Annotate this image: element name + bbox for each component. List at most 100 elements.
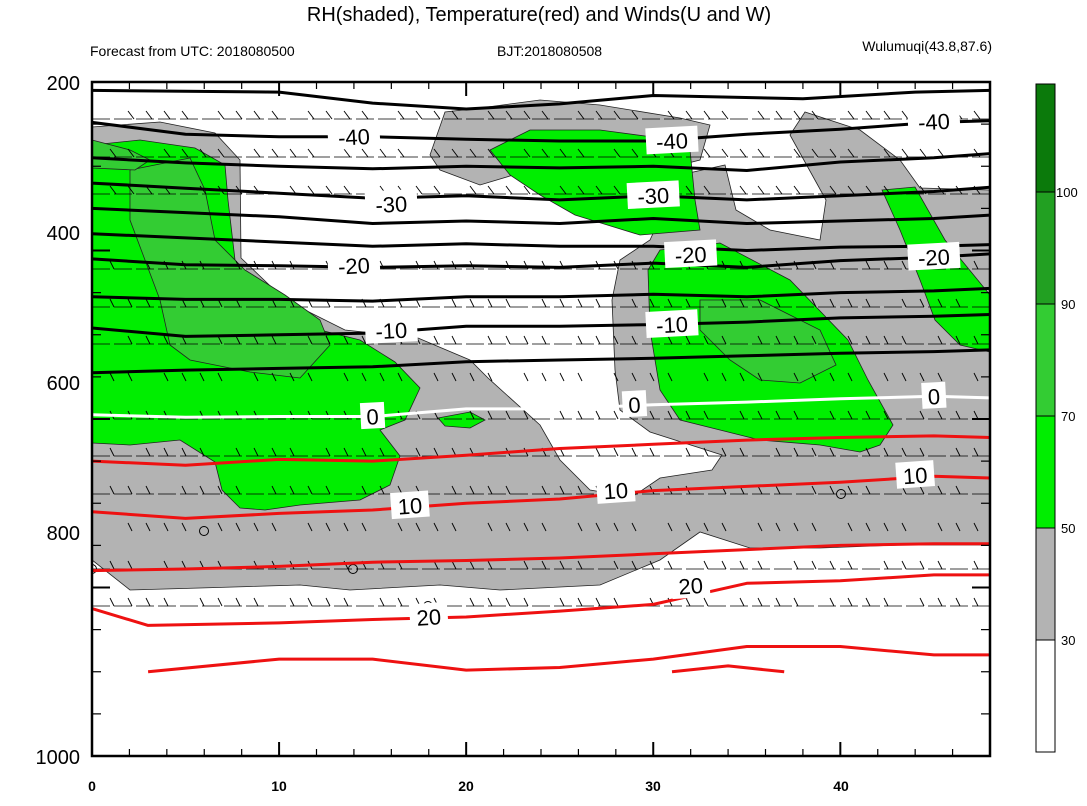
wind-barb [811,447,817,457]
isotherm-label: -40 [327,121,381,151]
wind-barb [307,372,313,382]
wind-barb [397,148,405,158]
wind-barb [541,298,547,308]
wind-barb [343,447,349,457]
isotherm-line [92,206,990,225]
wind-barb [649,447,655,457]
wind-barb [289,148,297,158]
wind-barb [595,335,601,345]
wind-barb [397,597,403,607]
wind-barb [775,335,781,345]
wind-barb [865,522,871,532]
wind-barb [235,447,241,457]
wind-barb [901,560,907,570]
wind-barb [487,372,493,382]
colorbar-label: 90 [1061,297,1075,312]
isotherm-label: -40 [907,106,961,135]
isotherm-label-text: -20 [917,244,950,271]
wind-barb [937,410,943,420]
wind-barb [703,335,709,345]
wind-barb [469,560,475,570]
wind-barb [703,372,709,382]
wind-barb [829,410,835,420]
wind-barb [721,110,729,120]
wind-barb [955,522,961,532]
wind-barb [271,485,277,495]
isotherm-line [92,88,990,111]
wind-barb [523,185,531,195]
isotherm-label: -20 [327,250,381,280]
isotherm-label: -30 [626,180,680,210]
wind-barb [361,335,367,345]
wind-barb [217,485,223,495]
wind-barb [703,560,709,570]
wind-barb [595,110,603,120]
wind-barb [127,522,133,532]
isotherm-label: 10 [390,490,430,520]
wind-barb [451,148,459,158]
wind-barb [433,110,441,120]
wind-barb [613,110,621,120]
wind-barb [919,560,925,570]
wind-barb [865,485,871,495]
isotherm-label: 10 [595,475,636,504]
wind-barb [433,372,439,382]
wind-barb [919,597,925,607]
colorbar-label: 30 [1061,633,1075,648]
wind-barb [793,148,801,158]
wind-barb [739,560,745,570]
wind-barb [289,485,295,495]
wind-barb [253,110,261,120]
wind-barb [721,148,729,158]
wind-barb [559,410,565,420]
wind-barb [739,372,745,382]
wind-barb [973,522,979,532]
wind-barb [721,560,727,570]
wind-barb [469,185,477,195]
wind-barb [883,447,889,457]
wind-barb [163,560,169,570]
wind-barb [415,447,421,457]
wind-barb [901,447,907,457]
wind-barb [325,597,331,607]
wind-barb [523,597,529,607]
wind-barb [973,560,979,570]
wind-barb [343,185,351,195]
wind-barb [487,185,495,195]
wind-barb [631,560,637,570]
x-tick-label: 0 [88,778,96,794]
wind-barb [127,372,133,382]
wind-barb [847,110,855,120]
wind-barb [505,485,511,495]
wind-barb [811,372,817,382]
isotherm-label-text: -10 [375,318,408,345]
wind-barb [829,485,835,495]
isotherm-label: -10 [645,309,699,338]
bjt-subtitle: BJT:2018080508 [497,43,602,59]
rh-green-region-top [489,129,701,236]
wind-barb [631,335,637,345]
wind-barb [181,522,187,532]
wind-barb [505,110,513,120]
wind-barb [145,485,151,495]
wind-barb [811,148,819,158]
wind-barb [919,410,925,420]
wind-barb [703,447,709,457]
wind-barb [397,110,405,120]
wind-barb [433,522,439,532]
wind-barb [685,185,693,195]
wind-barb [397,522,403,532]
isotherm-line [92,542,990,573]
wind-barb [811,110,819,120]
wind-barb [847,485,853,495]
wind-barb [343,110,351,120]
wind-barb [253,335,259,345]
wind-barb [631,522,637,532]
wind-barb [847,597,853,607]
isotherm-label: -10 [364,315,418,345]
wind-barb [361,485,367,495]
wind-barb [775,410,781,420]
wind-barb [487,597,493,607]
isotherm-label: 20 [408,601,449,631]
wind-barb [811,335,817,345]
